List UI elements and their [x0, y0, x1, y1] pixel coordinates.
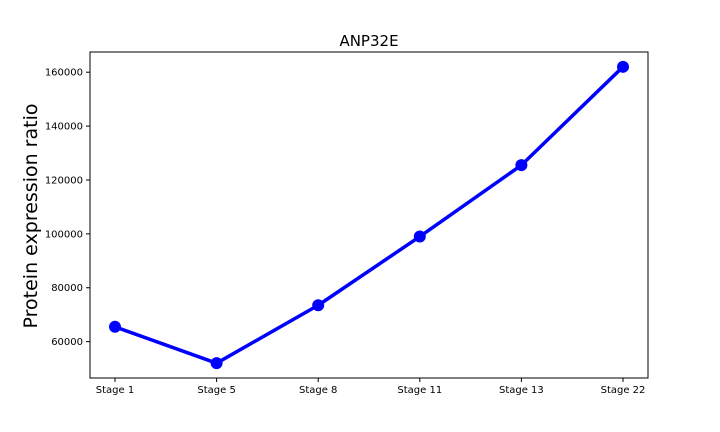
y-tick-label: 160000 [45, 68, 83, 79]
chart-title: ANP32E [339, 32, 398, 50]
data-point [516, 160, 527, 171]
data-point [618, 61, 629, 72]
y-tick-label: 100000 [45, 229, 83, 240]
x-tick-label: Stage 1 [96, 385, 134, 396]
plot-frame [90, 52, 648, 378]
data-point [110, 321, 121, 332]
y-tick-label: 120000 [45, 175, 83, 186]
x-tick-label: Stage 5 [197, 385, 235, 396]
x-tick-label: Stage 11 [397, 385, 442, 396]
series-line [115, 67, 623, 363]
data-point [414, 231, 425, 242]
x-tick-label: Stage 13 [499, 385, 544, 396]
data-point [313, 300, 324, 311]
x-tick-label: Stage 22 [601, 385, 646, 396]
y-tick-label: 80000 [51, 283, 83, 294]
plot-area: 60000 80000 100000 120000 140000 160000 Stage … [45, 52, 648, 396]
x-tick-label: Stage 8 [299, 385, 337, 396]
data-point [211, 358, 222, 369]
y-axis-label: Protein expression ratio [20, 104, 42, 329]
y-tick-label: 60000 [51, 337, 83, 348]
y-tick-label: 140000 [45, 122, 83, 133]
